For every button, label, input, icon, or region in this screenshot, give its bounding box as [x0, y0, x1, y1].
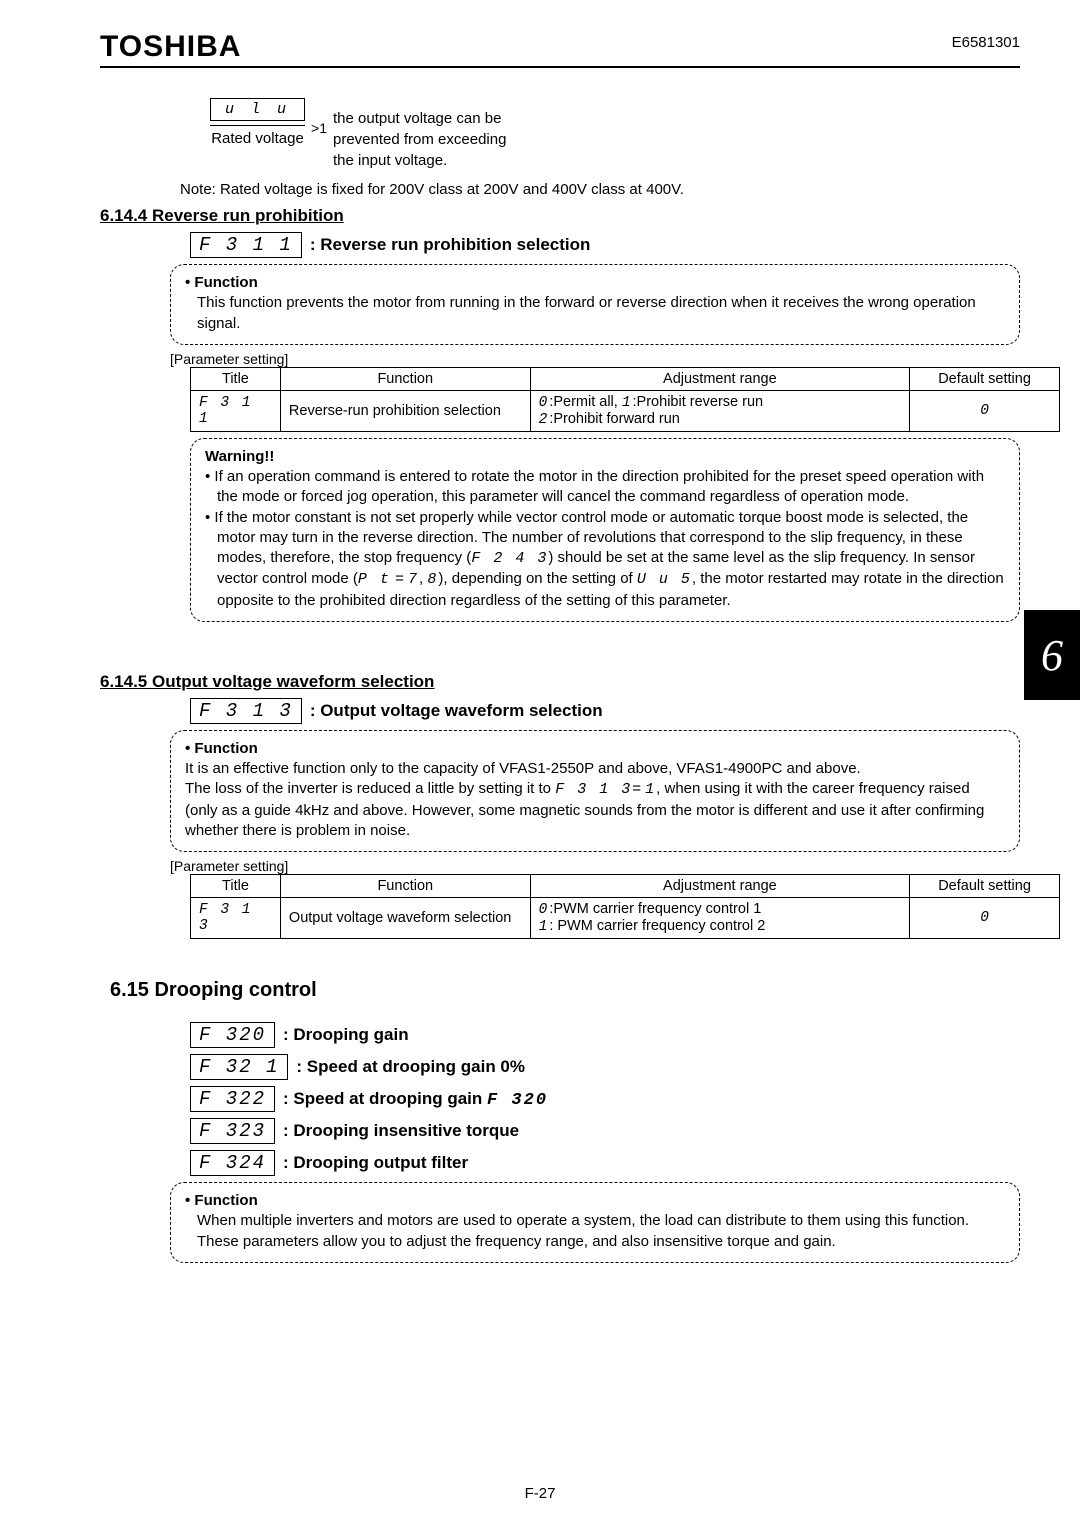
- th-range: Adjustment range: [530, 367, 910, 390]
- ratio-formula: u l u Rated voltage >1 the output voltag…: [210, 98, 1020, 171]
- cell-def: 0: [910, 390, 1060, 431]
- th-def: Default setting: [910, 367, 1060, 390]
- param-code-f311: F 3 1 1: [190, 232, 302, 258]
- warning-box-6144: Warning!! If an operation command is ent…: [190, 438, 1020, 622]
- function-title: • Function: [185, 273, 1005, 293]
- th-title: Title: [191, 875, 281, 898]
- section-6145-heading: 6.14.5 Output voltage waveform selection: [100, 672, 1020, 692]
- function-title-6145: • Function: [185, 739, 1005, 759]
- th-def: Default setting: [910, 875, 1060, 898]
- cell-func: Output voltage waveform selection: [280, 898, 530, 939]
- param-label-f313: : Output voltage waveform selection: [310, 701, 603, 721]
- section-615-heading: 6.15 Drooping control: [110, 979, 1020, 1002]
- page-footer: F-27: [0, 1485, 1080, 1502]
- section-6144-heading: 6.14.4 Reverse run prohibition: [100, 206, 1020, 226]
- rated-voltage-note: Note: Rated voltage is fixed for 200V cl…: [180, 181, 1020, 198]
- function-title-615: • Function: [185, 1191, 1005, 1211]
- cell-range: 0:PWM carrier frequency control 1 1: PWM…: [530, 898, 910, 939]
- cell-title: F 3 1 3: [191, 898, 281, 939]
- function-body-6145-a: It is an effective function only to the …: [185, 759, 1005, 779]
- cell-title: F 3 1 1: [191, 390, 281, 431]
- function-body: This function prevents the motor from ru…: [185, 293, 1005, 334]
- function-box-6145: • Function It is an effective function o…: [170, 730, 1020, 852]
- param-table-6144: Title Function Adjustment range Default …: [190, 367, 1060, 432]
- param-code: F 324: [190, 1150, 275, 1176]
- rated-voltage-label: Rated voltage: [210, 130, 305, 147]
- param-label: : Speed at drooping gain F 320: [283, 1089, 548, 1110]
- warning-item-2: If the motor constant is not set properl…: [205, 508, 1005, 611]
- param-code: F 322: [190, 1086, 275, 1112]
- table-caption-6145: [Parameter setting]: [170, 858, 1020, 874]
- param-code: F 323: [190, 1118, 275, 1144]
- th-range: Adjustment range: [530, 875, 910, 898]
- th-title: Title: [191, 367, 281, 390]
- param-label-f311: : Reverse run prohibition selection: [310, 235, 591, 255]
- brand-logo: TOSHIBA: [100, 30, 1020, 64]
- param-code: F 320: [190, 1022, 275, 1048]
- th-func: Function: [280, 875, 530, 898]
- param-label: : Drooping insensitive torque: [283, 1121, 519, 1141]
- drooping-param-1: F 32 1 : Speed at drooping gain 0%: [190, 1054, 1020, 1080]
- cell-func: Reverse-run prohibition selection: [280, 390, 530, 431]
- drooping-param-3: F 323 : Drooping insensitive torque: [190, 1118, 1020, 1144]
- param-label: : Drooping gain: [283, 1025, 409, 1045]
- function-body-6145-b: The loss of the inverter is reduced a li…: [185, 779, 1005, 841]
- function-body-615: When multiple inverters and motors are u…: [185, 1211, 1005, 1252]
- table-caption-6144: [Parameter setting]: [170, 351, 1020, 367]
- param-code: F 32 1: [190, 1054, 288, 1080]
- param-label: : Drooping output filter: [283, 1153, 468, 1173]
- th-func: Function: [280, 367, 530, 390]
- param-label: : Speed at drooping gain 0%: [296, 1057, 525, 1077]
- cell-def: 0: [910, 898, 1060, 939]
- warning-item-1: If an operation command is entered to ro…: [205, 467, 1005, 508]
- doc-number: E6581301: [952, 34, 1020, 51]
- param-code-f313: F 3 1 3: [190, 698, 302, 724]
- drooping-param-4: F 324 : Drooping output filter: [190, 1150, 1020, 1176]
- greater-than-one: >1: [311, 98, 327, 136]
- warning-title: Warning!!: [205, 447, 1005, 467]
- function-box-6144: • Function This function prevents the mo…: [170, 264, 1020, 345]
- cell-range: 0:Permit all, 1:Prohibit reverse run 2:P…: [530, 390, 910, 431]
- param-table-6145: Title Function Adjustment range Default …: [190, 874, 1060, 939]
- seg-ulu: u l u: [210, 98, 305, 121]
- formula-description: the output voltage can be prevented from…: [333, 98, 506, 171]
- drooping-param-0: F 320 : Drooping gain: [190, 1022, 1020, 1048]
- drooping-param-2: F 322 : Speed at drooping gain F 320: [190, 1086, 1020, 1112]
- chapter-tab: 6: [1024, 610, 1080, 700]
- function-box-615: • Function When multiple inverters and m…: [170, 1182, 1020, 1263]
